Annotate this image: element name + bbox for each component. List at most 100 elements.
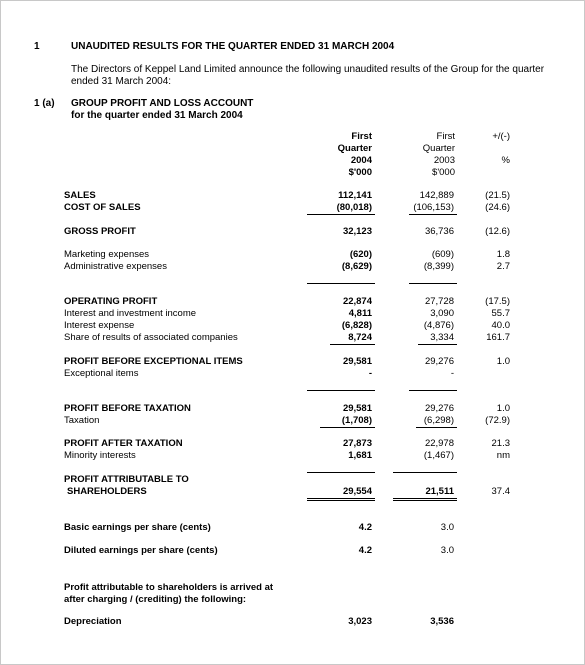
row-minority-2004: 1,681 — [348, 450, 372, 461]
col3-line1: +/(-) — [492, 131, 510, 142]
row-interest-expense-change: 40.0 — [491, 320, 511, 331]
double-rule-bottom-2003 — [393, 500, 457, 501]
col1-line3: 2004 — [350, 155, 372, 166]
col2-line2: Quarter — [422, 143, 455, 154]
footnote-line-1: Profit attributable to shareholders is a… — [64, 582, 274, 593]
row-sales-2003: 142,889 — [419, 190, 454, 201]
column-header-2004: First Quarter 2004 $'000 — [300, 131, 372, 179]
col2-line4: $'000 — [432, 167, 455, 178]
row-label-diluted-eps: Diluted earnings per share (cents) — [64, 545, 218, 556]
rule-before-operating-2003 — [409, 283, 457, 284]
row-label-cost-of-sales: COST OF SALES — [64, 202, 141, 213]
row-label-exceptional-items: Exceptional items — [64, 368, 139, 379]
row-associates-2004: 8,724 — [348, 332, 372, 343]
col1-line4: $'000 — [348, 167, 372, 178]
underline-cost-2004 — [307, 214, 375, 215]
row-basic-eps-2003: 3.0 — [440, 522, 454, 533]
row-label-profit-before-exceptional: PROFIT BEFORE EXCEPTIONAL ITEMS — [64, 356, 243, 367]
row-pat-2004: 27,873 — [342, 438, 372, 449]
rule-before-attributable-2004 — [307, 472, 375, 473]
row-interest-income-change: 55.7 — [491, 308, 511, 319]
subsection-subtitle: for the quarter ended 31 March 2004 — [71, 110, 243, 121]
row-label-administrative-expenses: Administrative expenses — [64, 261, 167, 272]
row-label-basic-eps: Basic earnings per share (cents) — [64, 522, 211, 533]
row-label-profit-attributable: PROFIT ATTRIBUTABLE TO — [64, 474, 189, 485]
row-label-associated-companies: Share of results of associated companies — [64, 332, 238, 343]
intro-line-2: ended 31 March 2004: — [71, 76, 172, 87]
section-title: UNAUDITED RESULTS FOR THE QUARTER ENDED … — [71, 41, 395, 52]
row-marketing-change: 1.8 — [496, 249, 510, 260]
underline-associates-2003 — [418, 344, 457, 345]
row-interest-income-2003: 3,090 — [430, 308, 454, 319]
row-label-profit-after-taxation: PROFIT AFTER TAXATION — [64, 438, 183, 449]
row-marketing-2003: (609) — [431, 249, 454, 260]
column-header-change: +/(-) % — [460, 131, 510, 167]
row-operating-2003: 27,728 — [424, 296, 454, 307]
row-label-marketing-expenses: Marketing expenses — [64, 249, 150, 260]
row-tax-change: (72.9) — [485, 415, 510, 426]
row-cost-2004: (80,018) — [336, 202, 372, 213]
col2-line3: 2003 — [433, 155, 455, 166]
row-pat-change: 21.3 — [491, 438, 511, 449]
row-associates-change: 161.7 — [486, 332, 510, 343]
row-gross-2004: 32,123 — [342, 226, 372, 237]
subsection-number: 1 (a) — [34, 98, 55, 109]
row-attributable-change: 37.4 — [491, 486, 511, 497]
underline-tax-2004 — [320, 427, 375, 428]
subsection-title: GROUP PROFIT AND LOSS ACCOUNT — [71, 98, 254, 109]
row-label-profit-before-taxation: PROFIT BEFORE TAXATION — [64, 403, 191, 414]
row-label-taxation: Taxation — [64, 415, 100, 426]
row-label-sales: SALES — [64, 190, 96, 201]
double-rule-bottom-2004 — [307, 500, 375, 501]
row-admin-2003: (8,399) — [423, 261, 454, 272]
rule-before-pbt-2004 — [307, 390, 375, 391]
row-label-gross-profit: GROSS PROFIT — [64, 226, 136, 237]
row-admin-2004: (8,629) — [341, 261, 372, 272]
row-sales-2004: 112,141 — [338, 190, 372, 201]
column-header-2003: First Quarter 2003 $'000 — [383, 131, 455, 179]
row-interest-expense-2003: (4,876) — [423, 320, 454, 331]
row-depreciation-2004: 3,023 — [348, 616, 372, 627]
row-depreciation-2003: 3,536 — [430, 616, 454, 627]
row-tax-2003: (6,298) — [423, 415, 454, 426]
row-diluted-eps-2004: 4.2 — [358, 545, 372, 556]
row-label-interest-expense: Interest expense — [64, 320, 135, 331]
row-operating-2004: 22,874 — [342, 296, 372, 307]
col1-line1: First — [351, 131, 372, 142]
double-rule-top-2003 — [393, 498, 457, 499]
row-label-minority-interests: Minority interests — [64, 450, 136, 461]
underline-associates-2004 — [330, 344, 375, 345]
row-marketing-2004: (620) — [349, 249, 372, 260]
row-sales-change: (21.5) — [485, 190, 510, 201]
row-label-operating-profit: OPERATING PROFIT — [64, 296, 158, 307]
row-pbt-2003: 29,276 — [424, 403, 454, 414]
double-rule-top-2004 — [307, 498, 375, 499]
row-pbei-2004: 29,581 — [342, 356, 372, 367]
rule-before-attributable-2003 — [393, 472, 457, 473]
row-exceptional-2003: - — [450, 368, 454, 379]
row-gross-2003: 36,736 — [424, 226, 454, 237]
row-gross-change: (12.6) — [485, 226, 510, 237]
row-admin-change: 2.7 — [496, 261, 510, 272]
row-basic-eps-2004: 4.2 — [358, 522, 372, 533]
underline-cost-2003 — [409, 214, 457, 215]
row-attributable-2004: 29,554 — [342, 486, 372, 497]
row-tax-2004: (1,708) — [341, 415, 372, 426]
row-pbt-change: 1.0 — [496, 403, 510, 414]
rule-before-operating-2004 — [307, 283, 375, 284]
col2-line1: First — [436, 131, 455, 142]
row-attributable-2003: 21,511 — [425, 486, 454, 497]
row-pbei-change: 1.0 — [496, 356, 510, 367]
row-operating-change: (17.5) — [485, 296, 510, 307]
row-interest-expense-2004: (6,828) — [341, 320, 372, 331]
row-label-depreciation: Depreciation — [64, 616, 122, 627]
row-pbei-2003: 29,276 — [424, 356, 454, 367]
intro-line-1: The Directors of Keppel Land Limited ann… — [71, 64, 545, 75]
row-cost-2003: (106,153) — [413, 202, 454, 213]
row-diluted-eps-2003: 3.0 — [440, 545, 454, 556]
row-minority-change: nm — [496, 450, 510, 461]
row-minority-2003: (1,467) — [423, 450, 454, 461]
col3-line3: % — [501, 155, 510, 166]
footnote-line-2: after charging / (crediting) the followi… — [64, 594, 247, 605]
row-interest-income-2004: 4,811 — [348, 308, 372, 319]
